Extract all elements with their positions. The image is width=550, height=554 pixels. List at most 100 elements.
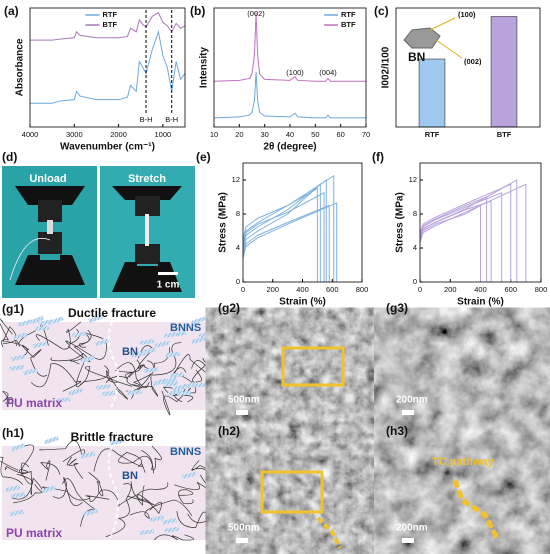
panel-label: (g2) [218, 301, 240, 315]
bn-flake [35, 325, 50, 332]
bn-flake [191, 316, 206, 325]
polymer-chain [131, 360, 154, 386]
sem-image [390, 440, 548, 550]
y-axis-label: Intensity [199, 47, 210, 89]
annotation: B-H [140, 115, 153, 124]
series-line [419, 204, 481, 282]
plot-frame [419, 162, 542, 283]
polymer-chain [154, 534, 195, 541]
clamp [135, 244, 160, 264]
polymer-chain [66, 456, 84, 479]
polymer-chain [105, 483, 132, 538]
bn-flake [80, 355, 96, 364]
x-tick-label: 60 [336, 130, 344, 139]
label: Stretch [128, 173, 166, 185]
zoom-box [281, 346, 345, 387]
tc-path [452, 479, 501, 542]
plot-frame [242, 162, 363, 283]
bn-flake [38, 319, 53, 326]
clamp [15, 186, 85, 205]
clamp [112, 262, 182, 292]
clamp [38, 200, 62, 222]
polymer-chain [104, 365, 128, 400]
series-line [242, 202, 338, 282]
bn-flake [10, 354, 26, 362]
x-tick-label: 30 [260, 130, 268, 139]
filler-label: BNNS [170, 322, 201, 334]
series-line [242, 204, 330, 282]
diagram-title: Ductile fracture [68, 306, 156, 320]
bn-flake [154, 340, 170, 348]
bn-flake [32, 341, 48, 349]
scale-bar [158, 272, 178, 275]
series-line [419, 183, 512, 282]
legend-label: RTF [103, 10, 118, 19]
y-tick-label: 4 [236, 243, 240, 252]
bn-flake [191, 336, 207, 345]
panel-label: (c) [374, 4, 389, 18]
panel-label: (f) [372, 150, 384, 164]
plot-frame [395, 7, 541, 128]
panel-label: (h1) [2, 426, 24, 440]
panel-label: (g1) [2, 302, 24, 316]
polymer-chain [176, 511, 208, 528]
clamp [135, 196, 160, 216]
bn-flake [176, 390, 192, 397]
polymer-chain [35, 321, 82, 350]
x-tick-label: 200 [266, 285, 279, 294]
bn-flake [109, 438, 125, 446]
y-tick-label: 8 [413, 209, 417, 218]
diagram-title: Brittle fracture [71, 430, 154, 444]
scale-bar [236, 538, 248, 543]
sem-images: 500nm 200nm 500nm 200nm TC pathway (g2) … [218, 301, 548, 550]
zoom-box [260, 470, 324, 514]
x-tick-label: 0 [241, 285, 245, 294]
bar [418, 58, 446, 128]
plot-frame [213, 7, 367, 128]
bn-flake [96, 384, 111, 390]
bn-flake [49, 316, 64, 325]
legend-label: BTF [103, 20, 118, 29]
matrix-label: PU matrix [6, 526, 62, 540]
sample [145, 214, 149, 246]
annotation: (002) [247, 9, 265, 18]
diagrams: (g1) Ductile fracture BNNS BN PU matrix (h1) B… [0, 302, 216, 541]
bn-flake [163, 331, 179, 339]
bn-flake [10, 443, 26, 452]
bn-flake [10, 491, 26, 499]
scale-label: 200nm [396, 523, 428, 534]
polymer-chain [118, 452, 155, 474]
x-axis-label: Wavenumber (cm⁻¹) [60, 142, 155, 153]
y-axis-label: Stress (MPa) [218, 192, 229, 253]
bn-flake [152, 378, 167, 387]
sem-image [222, 440, 383, 550]
series-line [213, 72, 366, 119]
y-axis-label: Absorbance [15, 38, 26, 96]
polymer-chain [88, 472, 104, 497]
series-line [213, 12, 366, 82]
bn-flake [143, 367, 159, 374]
bn-flake [149, 514, 165, 523]
filler-label: BNNS [170, 446, 201, 458]
pointer [429, 17, 456, 31]
bn-flake [56, 397, 71, 403]
polymer-chain [39, 440, 86, 462]
bn-flake [193, 382, 208, 388]
bn-flake [141, 347, 157, 355]
x-tick-label: 70 [362, 130, 370, 139]
inset-label: BN [408, 50, 425, 64]
x-tick-label: RTF [425, 130, 440, 139]
matrix-label: PU matrix [6, 396, 62, 410]
series-line [242, 183, 321, 282]
polymer-chain [40, 460, 61, 481]
scale-bar [402, 538, 414, 543]
bn-flake [131, 351, 146, 358]
bn-flake [23, 368, 38, 376]
bn-flake [9, 509, 25, 517]
x-axis-label: Strain (%) [457, 297, 504, 308]
polymer-chain [0, 318, 13, 348]
x-tick-label: 200 [444, 285, 457, 294]
panel-label: (g3) [386, 301, 408, 315]
bn-flake [198, 331, 214, 339]
